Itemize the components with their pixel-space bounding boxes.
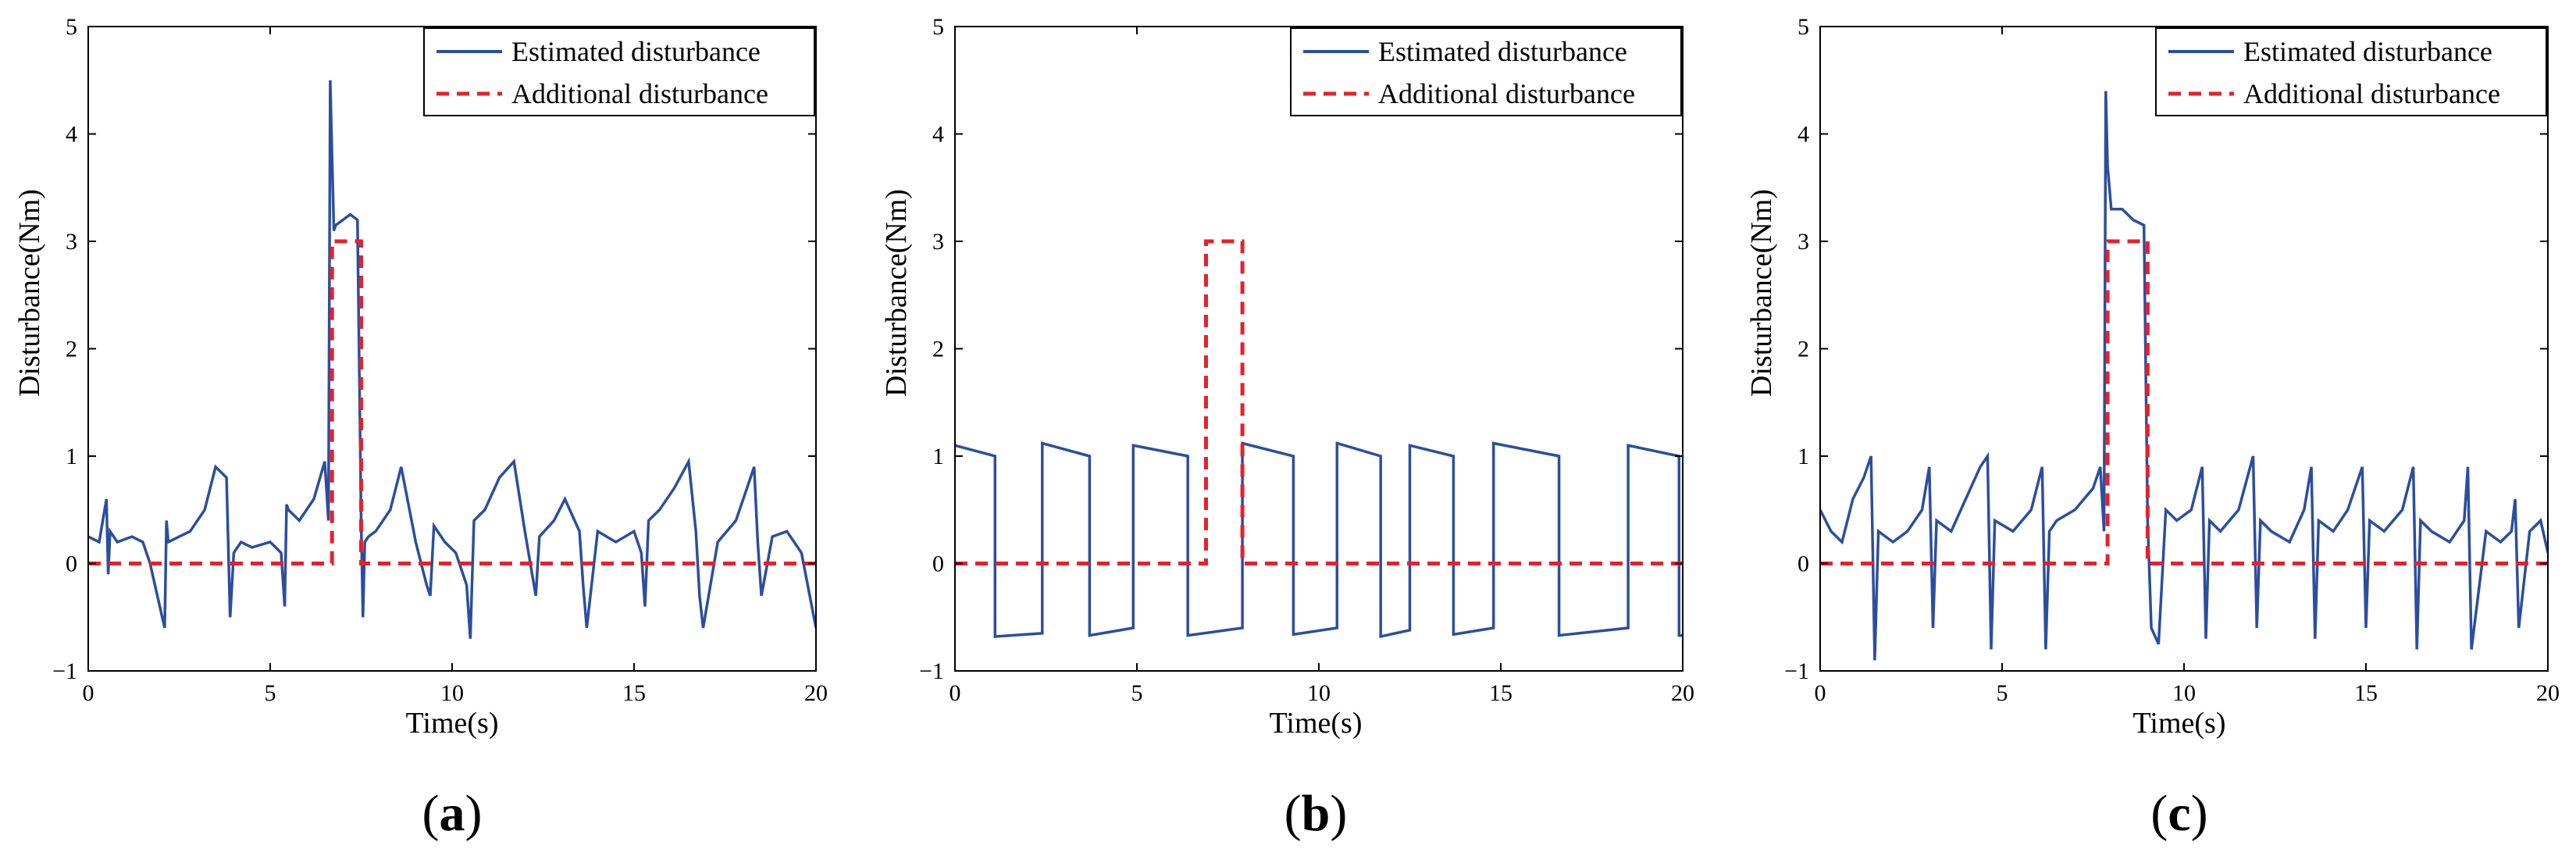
y-tick-label: 3 [1797,229,1809,255]
y-tick-label: 2 [66,337,77,362]
legend: Estimated disturbance Additional disturba… [1290,27,1682,116]
x-tick-label: 15 [2354,680,2378,706]
legend-label: Estimated disturbance [511,36,761,67]
additional-disturbance-line [955,239,1683,565]
x-tick-label: 5 [265,680,276,706]
y-tick-label: −1 [52,658,77,684]
legend-label: Additional disturbance [511,78,768,109]
y-tick-label: 4 [66,122,77,148]
chart-panel-a: Disturbance(Nm) Time(s) (a) 0 5 10 15 20−101… [13,14,828,842]
y-tick-label: 2 [932,337,944,362]
chart-panel-b: Disturbance(Nm) Time(s) (b) 0 5 10 15 20−101… [880,14,1694,842]
legend-box [423,27,815,116]
x-tick-label: 20 [2536,680,2560,706]
x-tick-label: 20 [804,680,828,706]
y-axis-label: Disturbance(Nm) [880,189,913,397]
legend-box [1290,27,1682,116]
panel-caption: (c) [2150,785,2207,842]
y-tick-label: 4 [932,122,944,148]
x-axis-label: Time(s) [1270,707,1363,740]
legend-label: Additional disturbance [1378,78,1635,109]
y-axis-label: Disturbance(Nm) [1745,189,1778,397]
x-axis-label: Time(s) [406,707,499,740]
legend-label: Additional disturbance [2243,78,2500,109]
chart-panel-c: Disturbance(Nm) Time(s) (c) 0 5 10 15 20−101… [1745,14,2560,842]
additional-disturbance-line [88,239,816,565]
x-tick-label: 0 [83,680,94,706]
estimated-disturbance-line [1820,91,2548,661]
x-tick-label: 10 [440,680,464,706]
panel-caption: (b) [1284,785,1348,842]
x-tick-label: 0 [950,680,961,706]
y-tick-label: −1 [1784,658,1809,684]
y-axis-label: Disturbance(Nm) [13,189,46,397]
additional-disturbance-line [1820,239,2548,565]
x-tick-label: 15 [1489,680,1512,706]
y-tick-label: 0 [66,551,77,577]
y-tick-label: 0 [1797,551,1809,577]
legend-label: Estimated disturbance [2243,36,2492,67]
x-tick-label: 20 [1671,680,1694,706]
legend-label: Estimated disturbance [1378,36,1627,67]
x-axis-label: Time(s) [2133,707,2226,740]
y-tick-label: 3 [932,229,944,255]
x-tick-label: 5 [1131,680,1143,706]
x-tick-label: 0 [1815,680,1826,706]
legend: Estimated disturbance Additional disturba… [423,27,815,116]
panel-caption: (a) [422,785,483,842]
y-tick-label: 5 [1797,14,1809,40]
estimated-disturbance-line [88,80,816,639]
y-tick-label: 5 [66,14,77,40]
legend-box [2155,27,2547,116]
y-tick-label: −1 [919,658,944,684]
x-tick-label: 10 [2172,680,2196,706]
x-tick-label: 5 [1997,680,2008,706]
y-tick-label: 1 [1797,444,1809,469]
estimated-disturbance-line [955,441,1683,639]
y-tick-label: 5 [932,14,944,40]
y-tick-label: 1 [66,444,77,469]
x-tick-label: 15 [622,680,646,706]
legend: Estimated disturbance Additional disturba… [2155,27,2547,116]
y-tick-label: 1 [932,444,944,469]
y-tick-label: 0 [932,551,944,577]
y-tick-label: 4 [1797,122,1809,148]
y-tick-label: 3 [66,229,77,255]
x-tick-label: 10 [1307,680,1331,706]
y-tick-label: 2 [1797,337,1809,362]
